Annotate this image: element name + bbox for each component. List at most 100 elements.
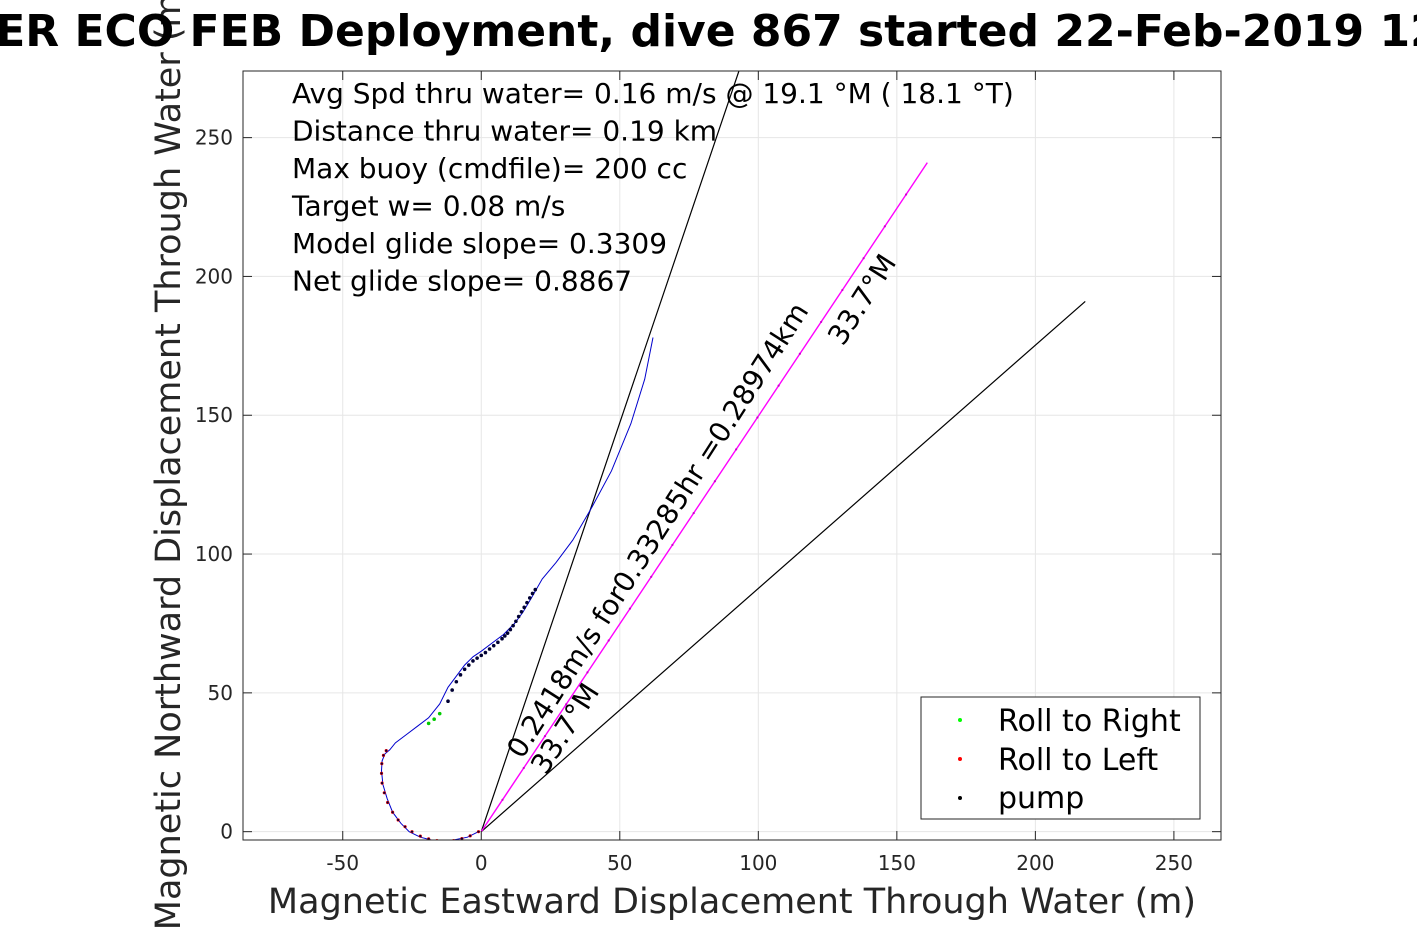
track-dot-pump bbox=[487, 647, 492, 651]
track-dot-pump bbox=[383, 791, 386, 794]
track-dot-pump bbox=[386, 801, 389, 804]
track-dot-pump bbox=[460, 837, 463, 840]
displacement-dot bbox=[671, 543, 674, 547]
track-dot-pump bbox=[516, 614, 521, 619]
glider-track bbox=[380, 337, 654, 840]
legend-entry-roll-to-left: Roll to Left bbox=[998, 743, 1158, 778]
track-dot-pump bbox=[380, 772, 383, 775]
legend: Roll to Right Roll to Left pump bbox=[920, 696, 1201, 820]
track-dot-pump bbox=[466, 663, 471, 667]
legend-marker-roll-to-left bbox=[958, 757, 962, 761]
displacement-dot bbox=[692, 511, 695, 515]
info-line: Net glide slope= 0.8867 bbox=[292, 265, 632, 298]
track-dot-pump bbox=[458, 673, 463, 677]
x-tick-label: 150 bbox=[878, 851, 916, 875]
displacement-dot bbox=[756, 416, 759, 419]
track-dot-pump bbox=[475, 656, 479, 660]
track-dot-pump bbox=[469, 834, 472, 837]
y-tick-label: 50 bbox=[208, 681, 233, 705]
track-dot-pump bbox=[514, 619, 518, 624]
net-displacement-line bbox=[480, 162, 928, 833]
track-dot-pump bbox=[519, 609, 524, 614]
displacement-dot bbox=[543, 734, 547, 738]
info-line: Max buoy (cmdfile)= 200 cc bbox=[292, 152, 687, 185]
displacement-dot bbox=[883, 225, 886, 228]
legend-box bbox=[920, 696, 1201, 820]
track-dot-roll-right bbox=[437, 711, 442, 716]
displacement-dot bbox=[862, 257, 865, 260]
track-dot-roll-right bbox=[426, 721, 431, 726]
displacement-dot bbox=[841, 288, 844, 292]
track-dot-pump bbox=[527, 596, 532, 600]
displacement-dot bbox=[501, 798, 504, 801]
x-tick-label: 100 bbox=[739, 851, 777, 875]
track-dot-pump bbox=[530, 591, 535, 596]
track-dot-pump bbox=[410, 830, 414, 833]
x-tick-label: 200 bbox=[1016, 851, 1054, 875]
x-tick-label: -50 bbox=[326, 851, 359, 875]
track-dot-pump bbox=[522, 605, 527, 610]
displacement-dot bbox=[713, 480, 717, 483]
displacement-dot bbox=[798, 352, 801, 355]
track-dot-pump bbox=[508, 627, 513, 632]
track-dot-pump bbox=[525, 600, 529, 605]
track-dot-roll-left bbox=[435, 838, 439, 840]
x-tick-label: 250 bbox=[1155, 851, 1193, 875]
track-dot-pump bbox=[385, 749, 388, 752]
plot-content bbox=[379, 71, 1086, 840]
displacement-dot bbox=[628, 607, 632, 610]
track-dot-pump bbox=[446, 699, 450, 703]
track-dot-pump bbox=[391, 811, 394, 814]
displacement-dot bbox=[650, 575, 653, 578]
track-dot-pump bbox=[403, 825, 407, 828]
x-axis-label: Magnetic Eastward Displacement Through W… bbox=[268, 882, 1196, 922]
displacement-dot bbox=[565, 703, 568, 706]
track-dot-roll-right bbox=[432, 717, 436, 722]
y-tick-label: 200 bbox=[195, 264, 233, 288]
track-dot-pump bbox=[380, 781, 384, 785]
track-dot-pump bbox=[503, 634, 507, 638]
track-dot-pump bbox=[471, 659, 475, 663]
track-dot-pump bbox=[380, 762, 383, 765]
displacement-dot bbox=[607, 639, 610, 642]
track-dot-pump bbox=[533, 587, 538, 592]
reference-ray-2 bbox=[480, 300, 1086, 833]
track-dot-pump bbox=[479, 653, 484, 658]
legend-entry-roll-to-right: Roll to Right bbox=[998, 704, 1181, 739]
x-tick-label: 50 bbox=[607, 851, 632, 875]
grid-lines bbox=[243, 71, 1221, 840]
track-dot-pump bbox=[397, 818, 400, 822]
track-dot-pump bbox=[477, 830, 480, 833]
plot-frame bbox=[242, 70, 1222, 841]
y-tick-label: 0 bbox=[220, 820, 233, 844]
track-dot-pump bbox=[496, 640, 500, 645]
legend-marker-roll-to-right bbox=[958, 718, 962, 722]
info-text-block: Avg Spd thru water= 0.16 m/s @ 19.1 °M (… bbox=[291, 77, 1014, 298]
legend-marker-pump bbox=[958, 796, 962, 800]
x-tick-label: 0 bbox=[475, 851, 488, 875]
reference-ray-1 bbox=[480, 71, 740, 832]
y-tick-label: 150 bbox=[195, 403, 233, 427]
displacement-dot bbox=[777, 384, 780, 387]
track-dot-pump bbox=[450, 688, 454, 692]
track-dot-roll-left bbox=[452, 838, 456, 840]
displacement-dot bbox=[522, 766, 525, 770]
y-tick-label: 100 bbox=[195, 542, 233, 566]
displacement-dot bbox=[735, 448, 738, 451]
y-axis-label: Magnetic Northward Displacement Through … bbox=[149, 0, 189, 930]
track-dot-pump bbox=[505, 631, 510, 635]
y-tick-label: 250 bbox=[195, 126, 233, 150]
info-line: Model glide slope= 0.3309 bbox=[292, 227, 667, 260]
track-dot-pump bbox=[419, 835, 422, 838]
track-dot-pump bbox=[462, 667, 467, 672]
track-dot-pump bbox=[382, 754, 385, 757]
info-line: Distance thru water= 0.19 km bbox=[292, 115, 717, 148]
info-line: Avg Spd thru water= 0.16 m/s @ 19.1 °M (… bbox=[292, 77, 1014, 110]
track-dot-pump bbox=[454, 679, 459, 684]
track-dot-pump bbox=[500, 636, 504, 641]
displacement-dot bbox=[904, 193, 908, 196]
chart-title: LTER ECO FEB Deployment, dive 867 starte… bbox=[0, 6, 1417, 57]
legend-entry-pump: pump bbox=[998, 781, 1084, 816]
track-dot-pump bbox=[491, 643, 496, 648]
track-dot-pump bbox=[511, 623, 515, 628]
